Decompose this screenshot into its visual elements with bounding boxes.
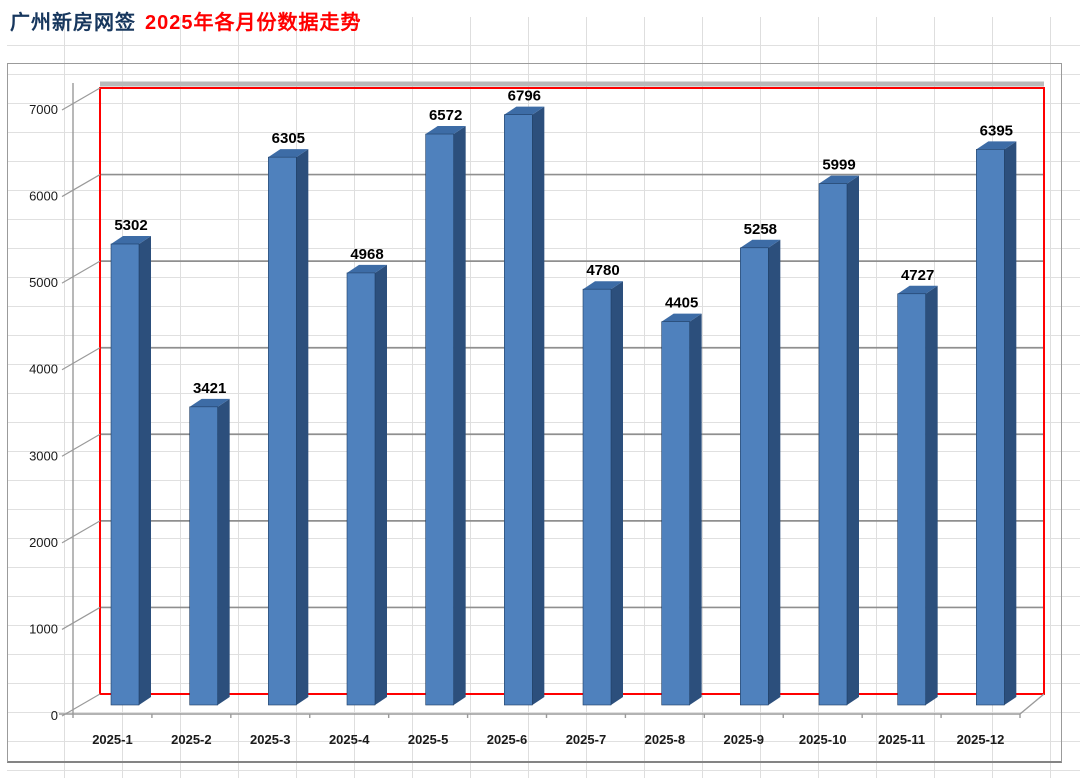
bar-top-face: [897, 285, 938, 294]
bar: [976, 149, 1005, 706]
bar-data-label: 6395: [980, 122, 1013, 139]
value-tick-connector: [61, 347, 101, 371]
category-label: 2025-9: [724, 732, 764, 747]
bar-data-label: 4405: [665, 295, 698, 312]
bar-side-face: [139, 235, 151, 705]
bar-side-face: [925, 285, 938, 705]
chart-title-sub: 2025年各月份数据走势: [145, 12, 362, 34]
chart-title: 广州新房网签 2025年各月份数据走势: [10, 6, 362, 35]
bar-data-label: 3421: [193, 380, 226, 397]
category-label: 2025-12: [957, 732, 1005, 747]
category-label: 2025-2: [171, 732, 211, 747]
bar-data-label: 6796: [508, 88, 541, 105]
bar-side-face: [611, 281, 623, 705]
bar-top-face: [976, 141, 1017, 150]
bar: [425, 133, 454, 706]
bar-side-face: [768, 239, 781, 705]
bar-top-face: [504, 106, 545, 115]
bar-data-label: 4780: [586, 262, 619, 279]
value-axis-label: 0: [51, 708, 58, 723]
bar-data-label: 5999: [822, 157, 855, 174]
value-axis-label: 7000: [29, 102, 58, 117]
value-axis-label: 2000: [29, 535, 58, 550]
bar-top-face: [583, 281, 623, 290]
bar: [818, 183, 848, 706]
bar-top-face: [189, 398, 230, 407]
value-axis-label: 5000: [29, 275, 58, 290]
bar: [661, 321, 690, 706]
bar: [504, 114, 533, 706]
bar-top-face: [347, 264, 387, 273]
bar-top-face: [268, 149, 309, 158]
category-label: 2025-3: [250, 732, 290, 747]
category-label: 2025-1: [92, 732, 132, 747]
value-axis-label: 6000: [29, 189, 58, 204]
value-axis-label: 1000: [29, 621, 58, 636]
bar-data-label: 6572: [429, 107, 462, 124]
plot-frame: [99, 87, 1045, 695]
bar-data-label: 6305: [272, 130, 305, 147]
bar-side-face: [532, 106, 545, 705]
bar: [189, 406, 218, 706]
bar-data-label: 4727: [901, 267, 934, 284]
bar: [268, 156, 297, 706]
bar: [110, 243, 140, 706]
bar-side-face: [847, 175, 859, 705]
bar-data-label: 5258: [744, 221, 777, 238]
value-tick-connector: [61, 260, 101, 284]
value-tick-connector: [61, 693, 101, 717]
bar: [740, 247, 769, 706]
bar: [582, 288, 612, 706]
category-label: 2025-8: [645, 732, 685, 747]
bar: [346, 272, 376, 706]
category-label: 2025-10: [799, 732, 847, 747]
bar-top-face: [819, 175, 859, 184]
category-label: 2025-6: [487, 732, 527, 747]
category-label: 2025-11: [878, 732, 925, 747]
category-label: 2025-4: [329, 732, 370, 747]
bar-top-face: [425, 126, 466, 135]
bar-side-face: [1004, 141, 1017, 705]
value-tick-connector: [61, 87, 101, 111]
bar-top-face: [111, 235, 151, 244]
bar-side-face: [375, 264, 387, 705]
floor-right-edge: [1019, 693, 1045, 715]
chart-title-main: 广州新房网签: [10, 12, 136, 34]
chart-object-frame: [7, 63, 1062, 763]
bar-top-face: [740, 239, 781, 248]
bar-side-face: [689, 313, 702, 705]
value-axis-label: 3000: [29, 448, 58, 463]
bar-top-face: [661, 313, 702, 322]
value-axis-label: 4000: [29, 362, 58, 377]
value-tick-connector: [61, 174, 101, 198]
bar-side-face: [217, 398, 230, 705]
bar-side-face: [453, 126, 466, 706]
bar-data-label: 5302: [114, 217, 147, 234]
value-tick-connector: [61, 606, 101, 630]
bar: [897, 293, 926, 706]
category-label: 2025-7: [566, 732, 606, 747]
bar-data-label: 4968: [350, 246, 383, 263]
category-label: 2025-5: [408, 732, 448, 747]
value-tick-connector: [61, 520, 101, 544]
bar-side-face: [296, 149, 309, 706]
value-tick-connector: [61, 433, 101, 457]
